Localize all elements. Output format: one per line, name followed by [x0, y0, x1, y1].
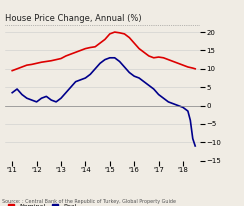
Text: House Price Change, Annual (%): House Price Change, Annual (%) [5, 14, 142, 22]
Text: Source: : Central Bank of the Republic of Turkey, Global Property Guide: Source: : Central Bank of the Republic o… [2, 199, 176, 204]
Legend: Nominal, Real: Nominal, Real [8, 204, 76, 206]
